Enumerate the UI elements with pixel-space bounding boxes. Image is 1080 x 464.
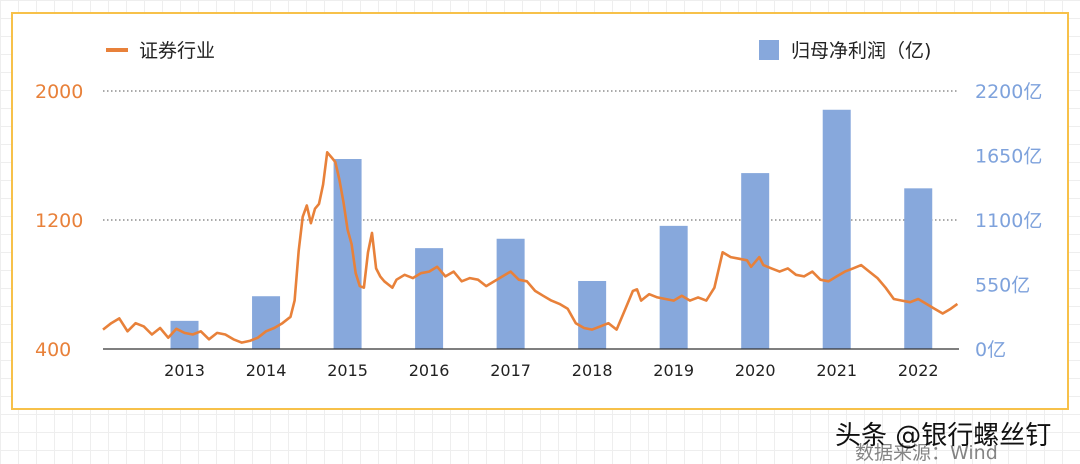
right-tick-550: 550亿 [975,275,1030,297]
left-tick-2000: 2000 [35,81,83,103]
x-tick-2017: 2017 [490,361,531,380]
left-tick-1200: 1200 [35,210,83,232]
bar-2018 [578,280,607,349]
legend-bar-swatch [759,40,779,60]
x-tick-2016: 2016 [409,361,450,380]
bar-2016 [415,248,444,349]
right-tick-1100: 1100亿 [975,210,1042,232]
legend-line-label: 证券行业 [139,40,215,62]
line-series [102,151,959,344]
bar-2017 [496,238,525,349]
x-tick-2019: 2019 [653,361,694,380]
bar-2022 [904,188,933,349]
right-tick-1650: 1650亿 [975,146,1042,168]
bar-2019 [659,225,688,349]
chart-frame: 2000 1200 400 2200亿 1650亿 1100亿 550亿 0亿 2013 2014… [11,12,1069,410]
bar-2021 [822,109,851,349]
legend-bar-label: 归母净利润（亿) [791,40,931,62]
bar-2014 [252,296,281,349]
axes: 2000 1200 400 2200亿 1650亿 1100亿 550亿 0亿 2013 2014… [35,81,1042,380]
x-tick-2021: 2021 [816,361,857,380]
legend: 证券行业 归母净利润（亿) [106,40,931,62]
line-path-securities [102,151,959,344]
x-tick-2020: 2020 [735,361,776,380]
watermark-source: 数据来源：Wind [855,442,998,464]
x-tick-2022: 2022 [898,361,939,380]
right-tick-2200: 2200亿 [975,81,1042,103]
bar-2015 [333,159,362,349]
x-tick-2013: 2013 [164,361,205,380]
x-tick-2015: 2015 [327,361,368,380]
bar-series [170,109,933,349]
x-tick-2018: 2018 [572,361,613,380]
watermark-author: 头条 @银行螺丝钉 [835,421,1051,451]
grid-lines [103,90,959,221]
left-tick-400: 400 [35,339,71,361]
right-tick-0: 0亿 [975,339,1006,361]
x-tick-2014: 2014 [246,361,287,380]
chart-svg: 2000 1200 400 2200亿 1650亿 1100亿 550亿 0亿 2013 2014… [35,40,1042,380]
